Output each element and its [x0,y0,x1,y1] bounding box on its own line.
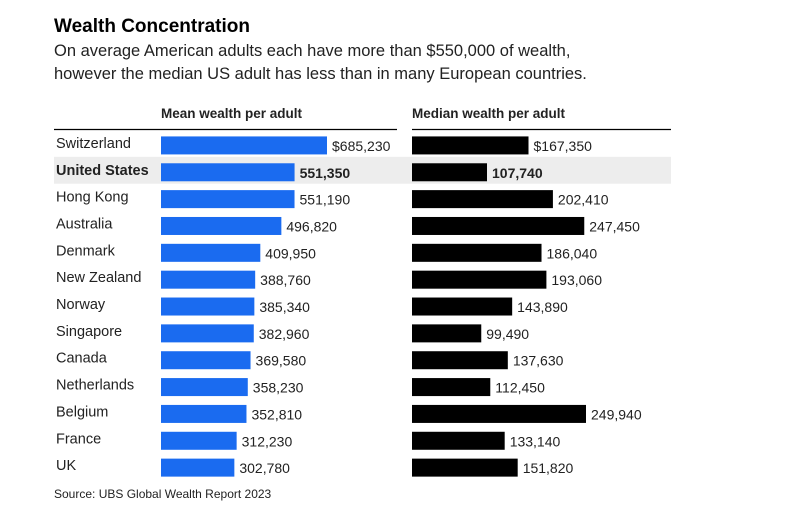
median-value-label-uk: 151,820 [523,460,574,476]
category-label-norway: Norway [56,297,106,313]
median-value-label-norway: 143,890 [517,299,568,315]
median-bar-uk [412,458,518,477]
category-label-belgium: Belgium [56,404,108,420]
category-label-uk: UK [56,458,76,474]
median-bar-norway [412,297,513,316]
mean-column-header: Mean wealth per adult [161,106,303,121]
median-bar-new-zealand [412,270,547,289]
mean-value-label-france: 312,230 [242,433,293,449]
mean-value-label-new-zealand: 388,760 [260,272,311,288]
chart-subtitle-line-1: On average American adults each have mor… [54,42,571,60]
mean-bar-uk [161,458,235,477]
highlight-row-united-states [54,156,671,184]
category-label-canada: Canada [56,351,108,367]
source-note: Source: UBS Global Wealth Report 2023 [54,487,272,501]
median-value-label-netherlands: 112,450 [495,380,545,396]
median-bar-switzerland [412,136,529,155]
category-label-denmark: Denmark [56,243,116,259]
mean-value-label-uk: 302,780 [239,460,290,476]
mean-value-label-hong-kong: 551,190 [300,192,351,208]
mean-bar-switzerland [161,136,327,155]
category-label-united-states: United States [56,163,149,179]
median-bar-france [412,431,505,450]
mean-bar-denmark [161,243,261,262]
mean-value-label-netherlands: 358,230 [253,380,304,396]
mean-bar-australia [161,216,282,235]
mean-bar-new-zealand [161,270,256,289]
median-bar-singapore [412,324,482,343]
category-label-singapore: Singapore [56,324,122,340]
category-label-new-zealand: New Zealand [56,270,141,286]
median-bar-australia [412,216,585,235]
mean-value-label-canada: 369,580 [256,353,307,369]
category-label-switzerland: Switzerland [56,136,131,152]
median-bar-netherlands [412,378,491,397]
median-value-label-united-states: 107,740 [492,165,543,181]
category-label-france: France [56,431,101,447]
median-value-label-france: 133,140 [510,433,561,449]
mean-bar-singapore [161,324,254,343]
median-value-label-canada: 137,630 [513,353,564,369]
category-label-australia: Australia [56,216,113,232]
mean-value-label-switzerland: $685,230 [332,138,391,154]
median-value-label-switzerland: $167,350 [534,138,593,154]
mean-bar-netherlands [161,378,248,397]
chart-subtitle-line-2: however the median US adult has less tha… [54,65,587,83]
chart-title: Wealth Concentration [54,16,250,37]
mean-value-label-united-states: 551,350 [300,165,351,181]
mean-value-label-norway: 385,340 [259,299,310,315]
mean-value-label-denmark: 409,950 [265,245,316,261]
median-value-label-australia: 247,450 [589,218,640,234]
median-bar-canada [412,351,508,370]
median-value-label-new-zealand: 193,060 [551,272,602,288]
mean-bar-belgium [161,404,247,423]
median-value-label-singapore: 99,490 [486,326,529,342]
median-bar-denmark [412,243,542,262]
median-bar-hong-kong [412,190,553,209]
median-bar-united-states [412,163,488,182]
median-value-label-hong-kong: 202,410 [558,192,609,208]
mean-bar-hong-kong [161,190,295,209]
median-value-label-denmark: 186,040 [547,245,598,261]
category-label-hong-kong: Hong Kong [56,190,129,206]
mean-bar-canada [161,351,251,370]
mean-value-label-australia: 496,820 [286,218,337,234]
mean-value-label-belgium: 352,810 [251,406,302,422]
median-bar-belgium [412,404,586,423]
mean-value-label-singapore: 382,960 [259,326,310,342]
median-column-header: Median wealth per adult [412,106,566,121]
mean-bar-norway [161,297,255,316]
mean-bar-france [161,431,237,450]
category-label-netherlands: Netherlands [56,378,134,394]
mean-bar-united-states [161,163,295,182]
median-value-label-belgium: 249,940 [591,406,642,422]
